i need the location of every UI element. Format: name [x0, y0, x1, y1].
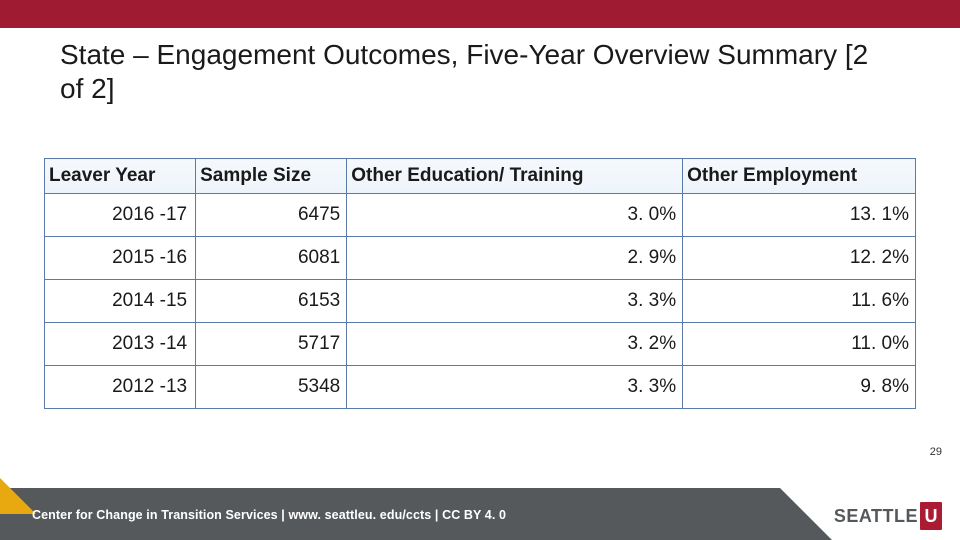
cell-sample: 6153 — [196, 280, 347, 323]
cell-edu: 3. 2% — [347, 323, 683, 366]
top-accent-bar — [0, 0, 960, 28]
cell-year: 2015 -16 — [45, 237, 196, 280]
footer-grey-triangle — [780, 488, 832, 540]
cell-edu: 3. 0% — [347, 194, 683, 237]
logo-word: SEATTLE — [834, 506, 918, 527]
footer-gold-triangle — [0, 478, 36, 514]
col-header-leaver-year: Leaver Year — [45, 159, 196, 194]
table-row: 2014 -15 6153 3. 3% 11. 6% — [45, 280, 916, 323]
cell-sample: 5348 — [196, 366, 347, 409]
cell-emp: 11. 6% — [683, 280, 916, 323]
footer-text: Center for Change in Transition Services… — [32, 508, 506, 522]
cell-sample: 6081 — [196, 237, 347, 280]
cell-year: 2013 -14 — [45, 323, 196, 366]
cell-emp: 13. 1% — [683, 194, 916, 237]
cell-year: 2014 -15 — [45, 280, 196, 323]
table-row: 2012 -13 5348 3. 3% 9. 8% — [45, 366, 916, 409]
slide-title: State – Engagement Outcomes, Five-Year O… — [60, 38, 880, 105]
col-header-sample-size: Sample Size — [196, 159, 347, 194]
footer: Center for Change in Transition Services… — [0, 488, 960, 540]
cell-edu: 2. 9% — [347, 237, 683, 280]
cell-sample: 6475 — [196, 194, 347, 237]
cell-edu: 3. 3% — [347, 366, 683, 409]
data-table: Leaver Year Sample Size Other Education/… — [44, 158, 916, 409]
cell-emp: 11. 0% — [683, 323, 916, 366]
cell-edu: 3. 3% — [347, 280, 683, 323]
table-row: 2015 -16 6081 2. 9% 12. 2% — [45, 237, 916, 280]
seattleu-logo: SEATTLE U — [834, 502, 942, 530]
table-body: 2016 -17 6475 3. 0% 13. 1% 2015 -16 6081… — [45, 194, 916, 409]
col-header-other-employment: Other Employment — [683, 159, 916, 194]
table-header-row: Leaver Year Sample Size Other Education/… — [45, 159, 916, 194]
cell-emp: 12. 2% — [683, 237, 916, 280]
page-number: 29 — [930, 446, 942, 458]
cell-sample: 5717 — [196, 323, 347, 366]
cell-year: 2012 -13 — [45, 366, 196, 409]
table-row: 2016 -17 6475 3. 0% 13. 1% — [45, 194, 916, 237]
logo-u-icon: U — [920, 502, 942, 530]
table-row: 2013 -14 5717 3. 2% 11. 0% — [45, 323, 916, 366]
cell-year: 2016 -17 — [45, 194, 196, 237]
cell-emp: 9. 8% — [683, 366, 916, 409]
col-header-other-education: Other Education/ Training — [347, 159, 683, 194]
data-table-container: Leaver Year Sample Size Other Education/… — [44, 158, 916, 409]
